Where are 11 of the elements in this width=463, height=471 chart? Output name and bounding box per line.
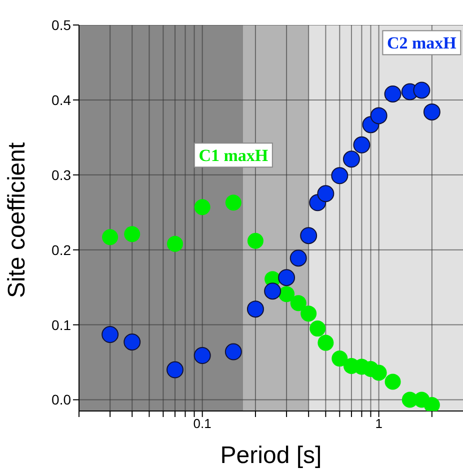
text: C1 maxH: [198, 146, 268, 166]
y-tick-label: 0.2: [52, 242, 72, 258]
y-tick-label: 0.5: [52, 16, 72, 33]
y-tick-label: 0.0: [52, 392, 72, 408]
y-tick-label: 0.4: [52, 92, 72, 108]
y-tick-label: 0.1: [52, 316, 72, 333]
y-axis-title: Site coefficient: [4, 142, 31, 298]
x-tick-label: 1: [375, 416, 382, 432]
y-tick-label: 0.3: [52, 166, 72, 183]
x-axis-title: Period [s]: [220, 442, 322, 469]
series-label: C2 maxH: [386, 34, 456, 53]
